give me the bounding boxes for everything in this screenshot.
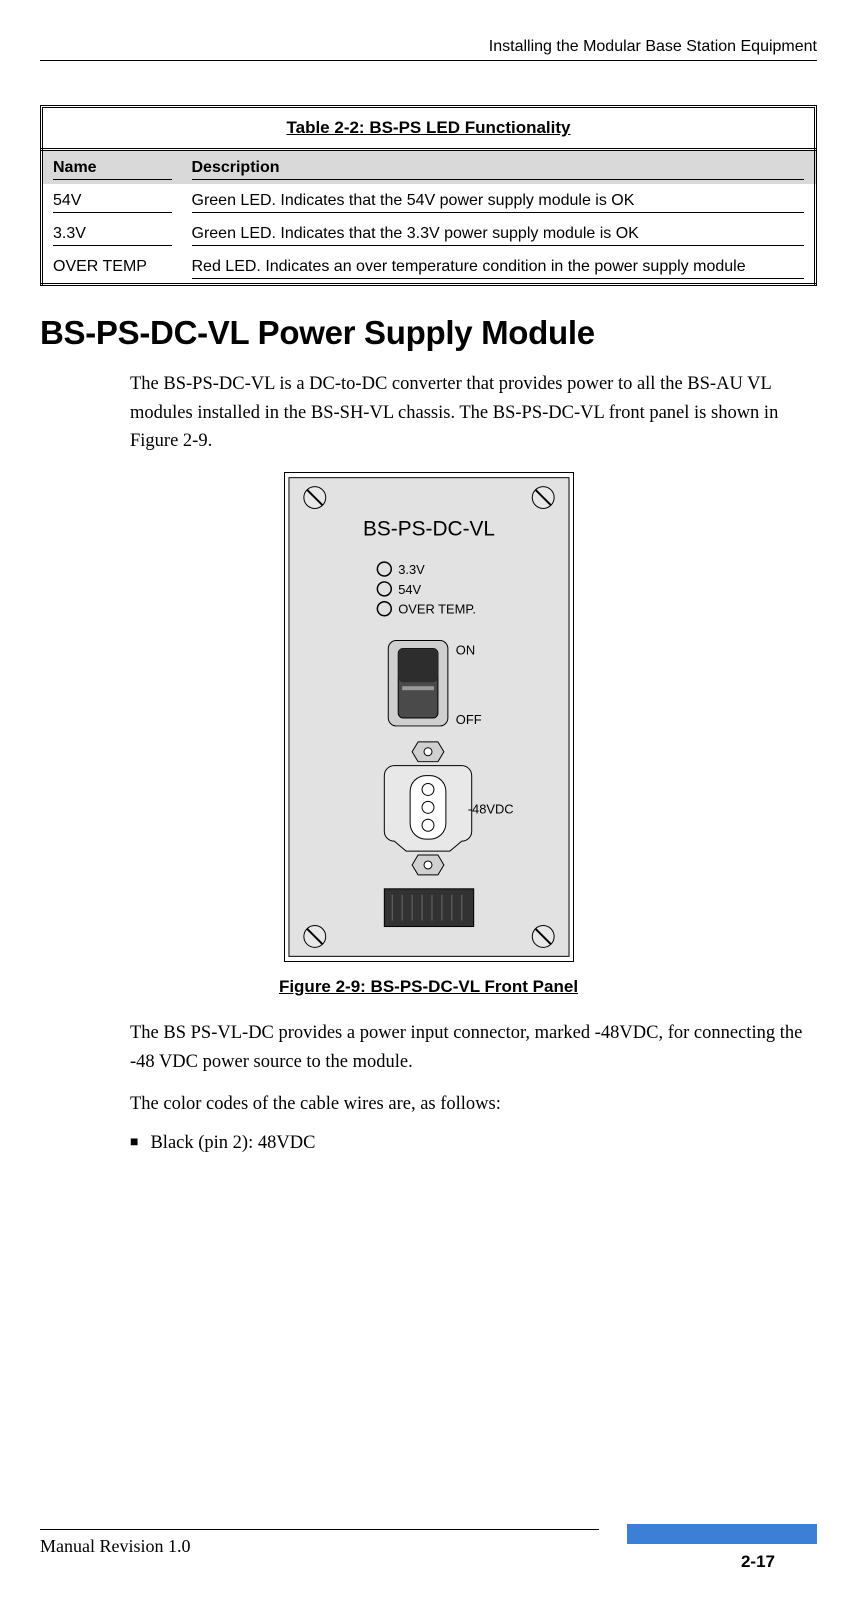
connector-label: -48VDC: [467, 801, 513, 816]
table-caption: Table 2-2: BS-PS LED Functionality: [40, 105, 817, 148]
page: Installing the Modular Base Station Equi…: [0, 0, 857, 1606]
cell-name: OVER TEMP: [42, 250, 182, 285]
cell-name: 3.3V: [42, 217, 182, 250]
wire-color-list: Black (pin 2): 48VDC: [130, 1133, 817, 1154]
front-panel-figure: BS-PS-DC-VL 3.3V 54V OVER TEMP. ON: [284, 472, 574, 962]
page-footer: Manual Revision 1.0 2-17: [40, 1529, 817, 1572]
figure-area: BS-PS-DC-VL 3.3V 54V OVER TEMP. ON: [40, 472, 817, 997]
list-item: Black (pin 2): 48VDC: [130, 1133, 817, 1154]
cell-desc: Green LED. Indicates that the 3.3V power…: [182, 217, 816, 250]
switch-off-label: OFF: [455, 712, 481, 727]
led-label: 3.3V: [398, 562, 425, 577]
paragraph-1: The BS-PS-DC-VL is a DC-to-DC converter …: [130, 370, 817, 456]
led-label: 54V: [398, 582, 421, 597]
screw-icon: [303, 487, 325, 509]
table-row: 3.3V Green LED. Indicates that the 3.3V …: [42, 217, 816, 250]
vent-block: [384, 889, 473, 927]
switch-on-label: ON: [455, 642, 474, 657]
paragraph-2: The BS PS-VL-DC provides a power input c…: [130, 1019, 817, 1076]
table-header-row: Name Description: [42, 150, 816, 185]
cell-desc: Red LED. Indicates an over temperature c…: [182, 250, 816, 285]
table-row: OVER TEMP Red LED. Indicates an over tem…: [42, 250, 816, 285]
led-functionality-table: Table 2-2: BS-PS LED Functionality Name …: [40, 105, 817, 286]
screw-icon: [303, 926, 325, 948]
cell-name: 54V: [42, 184, 182, 217]
screw-icon: [532, 926, 554, 948]
footer-color-bar: [627, 1524, 817, 1544]
content-area: Table 2-2: BS-PS LED Functionality Name …: [40, 61, 817, 1154]
table-row: 54V Green LED. Indicates that the 54V po…: [42, 184, 816, 217]
section-heading: BS-PS-DC-VL Power Supply Module: [40, 314, 817, 352]
table-col-description: Description: [182, 150, 816, 185]
paragraph-3: The color codes of the cable wires are, …: [130, 1090, 817, 1119]
figure-caption: Figure 2-9: BS-PS-DC-VL Front Panel: [40, 977, 817, 997]
screw-icon: [532, 487, 554, 509]
page-header: Installing the Modular Base Station Equi…: [40, 38, 817, 61]
panel-title: BS-PS-DC-VL: [362, 517, 494, 540]
cell-desc: Green LED. Indicates that the 54V power …: [182, 184, 816, 217]
table-col-name: Name: [42, 150, 182, 185]
footer-revision: Manual Revision 1.0: [40, 1536, 627, 1557]
page-number: 2-17: [741, 1552, 775, 1572]
led-label: OVER TEMP.: [398, 602, 476, 617]
footer-rule: [40, 1529, 599, 1530]
header-title: Installing the Modular Base Station Equi…: [489, 38, 817, 55]
